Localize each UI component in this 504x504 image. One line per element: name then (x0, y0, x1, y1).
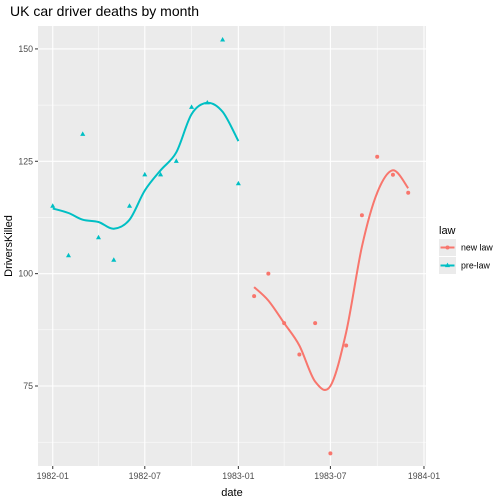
point-pre-law (127, 203, 133, 208)
y-tick-label: 100 (18, 269, 33, 279)
y-tick-label: 150 (18, 44, 33, 54)
legend-marker-pre-law (445, 262, 450, 268)
point-pre-law (66, 252, 71, 258)
point-new-law (252, 294, 257, 299)
point-pre-law (158, 171, 164, 177)
y-axis: 75 100 125 150 (18, 44, 38, 391)
point-new-law (297, 352, 302, 357)
point-new-law (266, 271, 271, 276)
chart-title: UK car driver deaths by month (10, 3, 199, 19)
legend: law new law pre-law (439, 225, 493, 274)
legend-title: law (439, 225, 456, 237)
point-pre-law (96, 234, 101, 240)
series-pre-law (50, 37, 241, 262)
point-new-law (359, 213, 364, 218)
x-tick-label: 1984-01 (408, 471, 440, 481)
x-tick-label: 1982-01 (37, 471, 69, 481)
point-pre-law (142, 171, 148, 177)
x-axis-label: date (221, 487, 242, 499)
series-layer (50, 37, 411, 456)
point-new-law (390, 172, 395, 177)
x-tick-label: 1983-01 (222, 471, 254, 481)
legend-label-pre-law: pre-law (461, 261, 490, 271)
point-new-law (375, 154, 380, 159)
x-axis: 1982-01 1982-07 1983-01 1983-07 1984-01 (37, 466, 440, 481)
series-new-law (252, 154, 411, 456)
y-axis-label: DriversKilled (3, 215, 15, 277)
point-pre-law (189, 104, 195, 109)
grid-lines (38, 26, 426, 466)
legend-label-new-law: new law (461, 243, 493, 253)
x-tick-label: 1983-07 (314, 471, 346, 481)
point-new-law (344, 343, 349, 348)
y-tick-label: 125 (18, 156, 33, 166)
point-pre-law (50, 203, 56, 208)
smooth-line-pre-law (52, 101, 240, 230)
smooth-line-new-law (253, 169, 410, 391)
y-tick-label: 75 (23, 381, 33, 391)
point-new-law (328, 451, 333, 456)
point-new-law (406, 190, 411, 195)
point-pre-law (80, 131, 86, 136)
point-new-law (313, 321, 318, 326)
plot-panel (38, 26, 426, 466)
point-pre-law (235, 180, 241, 186)
legend-marker-new-law (445, 245, 450, 250)
point-pre-law (220, 37, 226, 42)
x-tick-label: 1982-07 (129, 471, 161, 481)
point-pre-law (173, 158, 179, 163)
point-pre-law (111, 257, 117, 262)
